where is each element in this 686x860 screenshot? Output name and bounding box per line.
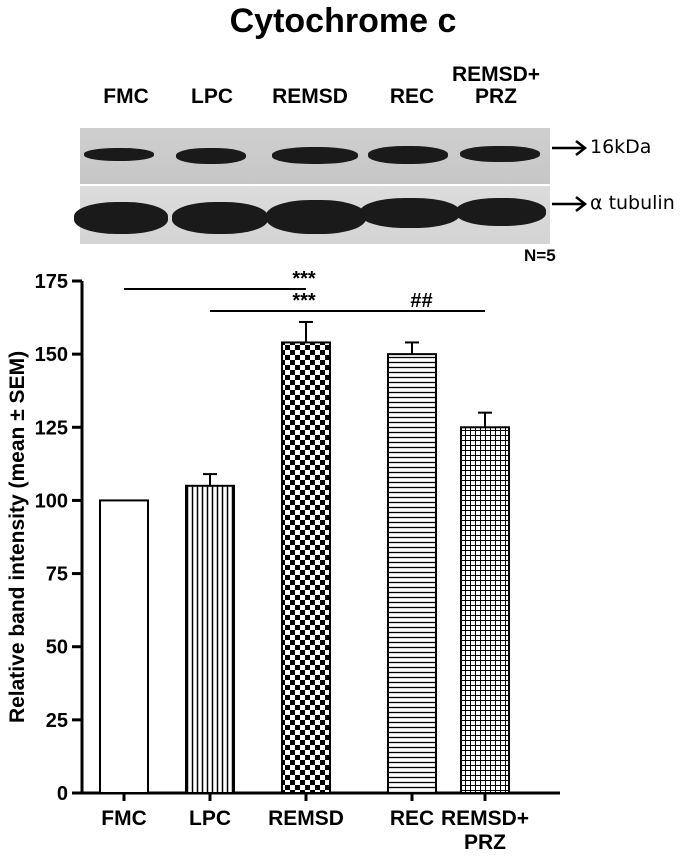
blot-band — [172, 202, 268, 234]
blot-band — [84, 148, 154, 161]
y-tick-label: 50 — [46, 637, 68, 659]
chart-title: Cytochrome c — [229, 2, 457, 40]
marker-label-tubulin: α tubulin — [590, 192, 675, 214]
blot-band — [360, 198, 460, 228]
y-tick-label: 125 — [35, 417, 68, 439]
bar — [281, 341, 331, 794]
blot-band — [456, 198, 546, 226]
blot-lane-label-remsd-prz: REMSD+ PRZ — [451, 63, 541, 108]
y-tick-label: 100 — [35, 490, 68, 512]
blot-band — [368, 146, 448, 164]
blot-image-cytochrome — [80, 128, 550, 184]
y-tick-label: 75 — [46, 564, 68, 586]
bar — [185, 484, 235, 794]
bar — [99, 499, 149, 794]
x-tick-label: REC — [390, 807, 434, 830]
x-tick-label: REMSD+ PRZ — [441, 807, 529, 854]
blot-band — [460, 146, 540, 162]
x-tick-label: REMSD — [268, 807, 344, 830]
significance-label: *** — [292, 268, 316, 290]
y-tick-label: 150 — [35, 344, 68, 366]
blot-lane-label-fmc: FMC — [103, 85, 149, 108]
y-tick-label: 0 — [57, 783, 68, 805]
y-tick-label: 25 — [46, 710, 68, 732]
marker-arrows — [552, 140, 588, 212]
blot-band — [266, 200, 366, 234]
blot-lane-label-lpc: LPC — [191, 85, 233, 108]
blot-lane-label-remsd: REMSD — [272, 85, 348, 108]
bar — [387, 353, 437, 794]
significance-label: ## — [410, 290, 432, 312]
x-tick-label: LPC — [189, 807, 231, 830]
blot-lane-label-rec: REC — [389, 85, 435, 108]
blot-band — [272, 147, 358, 164]
x-tick-label: FMC — [101, 807, 147, 830]
blot-band — [74, 202, 168, 234]
y-axis-title: Relative band intensity (mean ± SEM) — [6, 351, 29, 723]
y-tick-label: 175 — [35, 271, 68, 293]
marker-label-16kda: 16kDa — [590, 136, 652, 158]
significance-label: *** — [292, 290, 316, 312]
blot-band — [176, 148, 246, 164]
bar — [460, 426, 510, 794]
blot-image-tubulin — [74, 186, 550, 244]
sample-size-label: N=5 — [524, 246, 556, 265]
